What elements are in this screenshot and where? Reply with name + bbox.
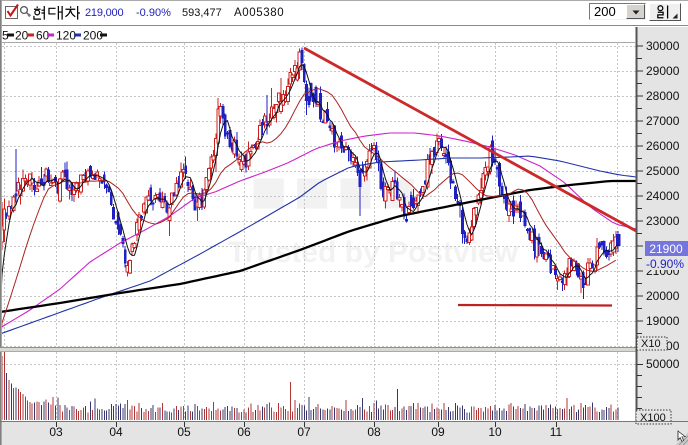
svg-text:5: 5 bbox=[2, 29, 9, 43]
svg-text:03: 03 bbox=[49, 425, 63, 439]
svg-text:30000: 30000 bbox=[646, 39, 680, 53]
svg-text:07: 07 bbox=[297, 425, 311, 439]
svg-text:19000: 19000 bbox=[646, 314, 680, 328]
svg-text:20000: 20000 bbox=[646, 289, 680, 303]
svg-text:200: 200 bbox=[83, 29, 103, 43]
svg-text:09: 09 bbox=[431, 425, 445, 439]
svg-text:Trusted by Postview: Trusted by Postview bbox=[228, 236, 519, 269]
svg-text:08: 08 bbox=[367, 425, 381, 439]
svg-text:21900: 21900 bbox=[649, 242, 683, 256]
svg-text:06: 06 bbox=[237, 425, 251, 439]
svg-text:29000: 29000 bbox=[646, 64, 680, 78]
svg-text:10: 10 bbox=[488, 425, 502, 439]
svg-text:04: 04 bbox=[109, 425, 123, 439]
svg-text:X10: X10 bbox=[641, 338, 661, 350]
svg-text:26000: 26000 bbox=[646, 139, 680, 153]
svg-text:11: 11 bbox=[550, 425, 563, 439]
svg-text:20: 20 bbox=[15, 29, 29, 43]
svg-text:25000: 25000 bbox=[646, 164, 680, 178]
svg-text:05: 05 bbox=[177, 425, 191, 439]
svg-text:27000: 27000 bbox=[646, 114, 680, 128]
svg-text:50000: 50000 bbox=[646, 357, 680, 371]
svg-text:120: 120 bbox=[56, 29, 76, 43]
svg-text:28000: 28000 bbox=[646, 89, 680, 103]
svg-text:-0.90%: -0.90% bbox=[646, 257, 684, 271]
svg-text:24000: 24000 bbox=[646, 189, 680, 203]
svg-text:60: 60 bbox=[36, 29, 50, 43]
svg-text:X100: X100 bbox=[640, 412, 666, 424]
svg-text:23000: 23000 bbox=[646, 214, 680, 228]
